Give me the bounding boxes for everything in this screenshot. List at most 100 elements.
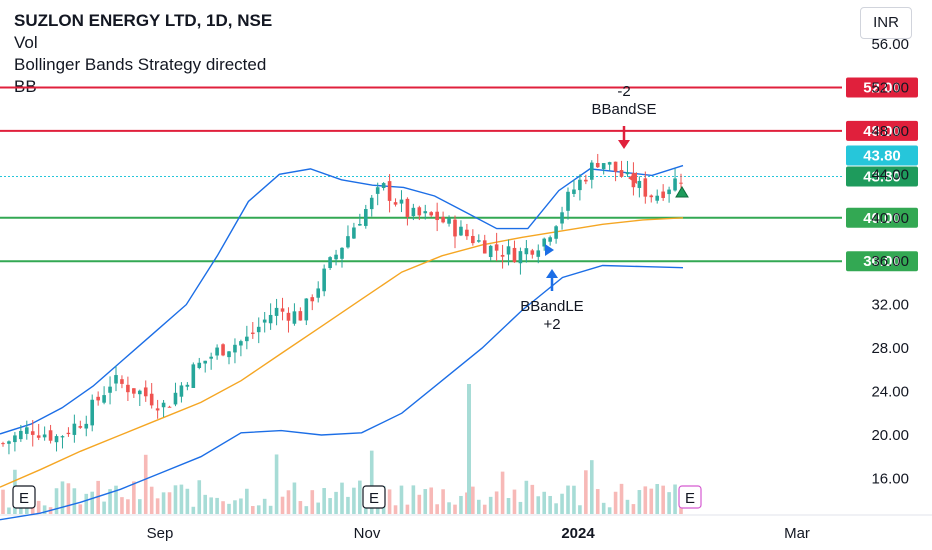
y-tick-label: 24.00 [871, 384, 909, 401]
currency-button[interactable]: INR [860, 7, 912, 39]
candle-body [143, 387, 148, 397]
signal-qty: +2 [543, 316, 560, 333]
volume-bar [643, 486, 648, 514]
volume-bar [369, 450, 374, 514]
signal-name: BBandSE [591, 101, 656, 118]
candle-body [375, 187, 380, 194]
candle-body [673, 178, 677, 191]
volume-bar [619, 483, 624, 514]
candle-body [209, 356, 213, 359]
candle-body [256, 326, 261, 333]
volume-bar [673, 484, 677, 514]
candle-body [435, 211, 439, 221]
volume-bar [453, 504, 457, 514]
candle-body [322, 268, 326, 292]
signal-marker-icon [675, 186, 689, 198]
indicator-bb-strategy[interactable]: Bollinger Bands Strategy directed [14, 55, 267, 74]
candle-body [197, 362, 202, 368]
earnings-event-label: E [369, 490, 379, 507]
volume-bar [143, 454, 148, 514]
candle-body [613, 161, 618, 172]
symbol-title[interactable]: SUZLON ENERGY LTD, 1D, NSE [14, 11, 273, 30]
volume-bar [655, 484, 660, 514]
volume-bar [245, 488, 249, 514]
sell-arrow-icon [618, 140, 630, 149]
y-tick-label: 56.00 [871, 36, 909, 53]
volume-bar [322, 488, 326, 514]
candle-body [358, 224, 362, 226]
candle-body [274, 307, 279, 316]
x-tick-label: Mar [784, 525, 810, 542]
candle-body [619, 170, 624, 177]
price-axis[interactable]: 56.00 52.00 48.00 44.00 40.00 36.00 32.00 28.00… [871, 36, 909, 487]
volume-bar [126, 499, 130, 514]
volume-bar [149, 486, 154, 514]
volume-bar [304, 506, 309, 514]
candle-body [132, 388, 136, 394]
candle-body [126, 384, 130, 393]
candle-body [173, 392, 178, 405]
x-tick-label: 2024 [561, 525, 595, 542]
volume-bar [203, 494, 208, 514]
candle-body [465, 229, 469, 237]
candle-body [411, 207, 416, 217]
candle-body [655, 195, 660, 201]
bb-line [0, 164, 684, 435]
y-tick-label: 40.00 [871, 210, 909, 227]
volume-bar [352, 487, 356, 514]
volume-bar [429, 487, 434, 514]
last-price-label: 43.80 [863, 147, 901, 164]
volume-bar [476, 499, 481, 514]
volume-bar [233, 500, 237, 514]
indicator-volume[interactable]: Vol [14, 33, 38, 52]
volume-bar [441, 489, 445, 514]
candle-body [459, 226, 463, 236]
time-axis[interactable]: Sep Nov 2024 Mar [147, 525, 810, 542]
candle-body [649, 195, 654, 198]
candle-body [453, 219, 457, 237]
volume-bar [274, 454, 279, 514]
candle-body [542, 238, 547, 247]
volume-bar [1, 489, 5, 514]
volume-bar [435, 504, 439, 514]
candle-body [595, 162, 600, 168]
volume-bar [399, 485, 404, 514]
volume-bar [482, 504, 487, 514]
candle-body [334, 254, 338, 260]
volume-bar [114, 485, 118, 514]
candle-body [554, 226, 558, 239]
volume-bar [209, 497, 213, 514]
volume-bar [488, 496, 493, 514]
volume-bar [7, 507, 11, 514]
y-tick-label: 52.00 [871, 79, 909, 96]
volume-bar [167, 492, 172, 514]
volume-bar [595, 489, 600, 514]
bb-line [0, 264, 684, 521]
candle-body [584, 179, 588, 182]
volume-bar [161, 492, 166, 514]
volume-bar [19, 507, 23, 514]
volume-bar [239, 498, 243, 514]
y-tick-label: 28.00 [871, 340, 909, 357]
x-tick-label: Sep [147, 525, 174, 542]
volume-bar [500, 471, 505, 514]
candle-body [494, 244, 499, 251]
volume-bar [524, 480, 529, 514]
volume-bar [72, 488, 77, 514]
earnings-event-icon [12, 485, 36, 509]
volume-bar [512, 489, 517, 514]
candle-body [352, 227, 356, 239]
candle-body [482, 240, 487, 254]
candle-body [572, 189, 576, 194]
volume-bar [256, 505, 261, 514]
candle-body [239, 341, 243, 346]
candle-body [66, 432, 71, 435]
volume-bar [316, 502, 321, 514]
volume-bar [36, 500, 41, 514]
candle-body [399, 199, 404, 204]
candle-body [102, 395, 106, 403]
candle-body [227, 351, 231, 358]
candle-body [607, 162, 612, 165]
candle-body [167, 406, 172, 408]
